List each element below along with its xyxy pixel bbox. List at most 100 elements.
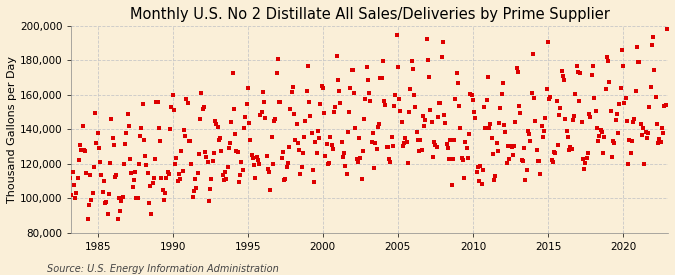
Point bbox=[356, 177, 367, 182]
Point bbox=[275, 100, 286, 104]
Point bbox=[452, 71, 462, 75]
Point bbox=[330, 104, 341, 109]
Point bbox=[508, 153, 518, 158]
Point bbox=[374, 121, 385, 126]
Point bbox=[148, 175, 159, 180]
Point bbox=[85, 172, 96, 177]
Point bbox=[263, 167, 273, 172]
Point bbox=[122, 112, 133, 117]
Point bbox=[420, 118, 431, 122]
Point bbox=[410, 105, 421, 109]
Point bbox=[222, 165, 233, 169]
Point bbox=[226, 120, 237, 124]
Point bbox=[124, 124, 134, 128]
Point bbox=[110, 175, 121, 179]
Point bbox=[182, 101, 193, 105]
Point bbox=[493, 149, 504, 153]
Point bbox=[635, 122, 646, 127]
Point bbox=[211, 122, 222, 126]
Point bbox=[641, 136, 652, 140]
Point bbox=[112, 216, 123, 221]
Point bbox=[238, 126, 249, 130]
Point bbox=[486, 136, 497, 140]
Point bbox=[295, 171, 306, 176]
Point bbox=[566, 147, 577, 151]
Point bbox=[144, 184, 155, 189]
Point bbox=[109, 143, 119, 147]
Point bbox=[361, 65, 372, 69]
Point bbox=[137, 102, 148, 106]
Point bbox=[290, 138, 300, 142]
Point bbox=[70, 195, 80, 200]
Point bbox=[575, 71, 586, 75]
Point bbox=[522, 129, 533, 133]
Point bbox=[441, 142, 452, 146]
Point bbox=[306, 130, 317, 135]
Point bbox=[261, 153, 272, 158]
Point bbox=[376, 76, 387, 81]
Point bbox=[423, 57, 433, 62]
Point bbox=[84, 203, 95, 207]
Point bbox=[238, 167, 248, 172]
Point bbox=[512, 70, 523, 75]
Point bbox=[365, 99, 376, 103]
Point bbox=[111, 173, 122, 177]
Point bbox=[596, 130, 607, 135]
Point bbox=[198, 105, 209, 109]
Point bbox=[597, 150, 608, 155]
Point bbox=[371, 146, 382, 151]
Point bbox=[520, 178, 531, 183]
Point bbox=[161, 176, 172, 181]
Point bbox=[246, 153, 257, 158]
Point bbox=[128, 178, 139, 182]
Point bbox=[400, 136, 411, 140]
Point bbox=[631, 45, 642, 49]
Point bbox=[477, 182, 487, 186]
Point bbox=[216, 149, 227, 154]
Point bbox=[354, 136, 364, 140]
Point bbox=[102, 211, 113, 216]
Point bbox=[583, 151, 593, 155]
Point bbox=[195, 117, 206, 121]
Point bbox=[479, 104, 489, 109]
Point bbox=[128, 185, 138, 189]
Point bbox=[615, 86, 626, 90]
Point bbox=[96, 173, 107, 177]
Point bbox=[360, 97, 371, 101]
Point bbox=[589, 96, 599, 100]
Point bbox=[265, 188, 275, 192]
Point bbox=[335, 101, 346, 105]
Point bbox=[351, 156, 362, 161]
Point bbox=[535, 172, 546, 176]
Point bbox=[126, 171, 137, 176]
Point bbox=[632, 60, 643, 64]
Point bbox=[427, 155, 438, 159]
Point bbox=[436, 55, 447, 60]
Point bbox=[225, 140, 236, 145]
Point bbox=[568, 118, 578, 122]
Point bbox=[87, 190, 98, 195]
Point bbox=[576, 120, 587, 124]
Point bbox=[181, 97, 192, 101]
Point bbox=[550, 151, 561, 155]
Point bbox=[91, 141, 102, 145]
Point bbox=[373, 125, 383, 129]
Point bbox=[571, 64, 582, 68]
Point bbox=[257, 90, 268, 94]
Point bbox=[74, 158, 84, 162]
Point bbox=[291, 122, 302, 127]
Point bbox=[509, 144, 520, 148]
Point bbox=[556, 68, 567, 73]
Point bbox=[590, 109, 601, 114]
Point bbox=[483, 75, 493, 79]
Point bbox=[100, 201, 111, 205]
Point bbox=[142, 171, 153, 176]
Point bbox=[426, 120, 437, 124]
Point bbox=[531, 148, 542, 152]
Point bbox=[196, 91, 207, 95]
Point bbox=[468, 110, 479, 114]
Point bbox=[169, 108, 180, 113]
Point bbox=[298, 151, 308, 156]
Point bbox=[599, 135, 610, 139]
Point bbox=[603, 59, 614, 63]
